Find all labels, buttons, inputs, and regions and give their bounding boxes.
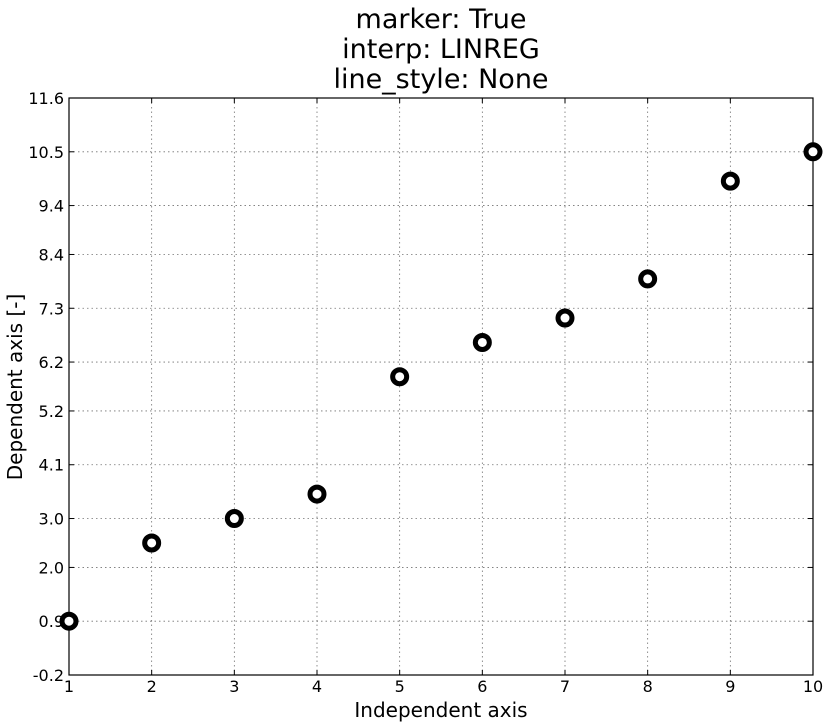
x-tick-label: 4	[312, 677, 322, 696]
data-point	[224, 509, 244, 529]
title-line-2: interp: LINREG	[342, 34, 540, 65]
x-tick-label: 9	[725, 677, 735, 696]
data-point	[803, 142, 823, 162]
title-line-1: marker: True	[356, 4, 527, 35]
chart-title: marker: True interp: LINREG line_style: …	[333, 4, 548, 95]
data-point	[59, 611, 79, 631]
x-tick-label: 6	[477, 677, 487, 696]
y-tick-label: 8.4	[39, 245, 64, 264]
y-tick-label: 10.5	[28, 143, 64, 162]
x-tick-label: 3	[229, 677, 239, 696]
data-point	[390, 367, 410, 387]
y-tick-label: 7.3	[39, 299, 64, 318]
x-tick-label: 2	[147, 677, 157, 696]
y-axis-label: Dependent axis [-]	[3, 294, 27, 481]
x-axis-label: Independent axis	[354, 698, 527, 722]
title-line-3: line_style: None	[333, 64, 548, 95]
data-point	[555, 308, 575, 328]
data-point	[307, 484, 327, 504]
y-tick-label: 3.0	[39, 510, 64, 529]
data-point	[638, 269, 658, 289]
y-tick-label: 11.6	[28, 89, 64, 108]
axis-ticks	[68, 97, 814, 676]
data-point	[472, 332, 492, 352]
y-tick-label: 5.2	[39, 402, 64, 421]
data-points	[59, 142, 823, 631]
plot-frame	[68, 97, 814, 676]
x-tick-label: 7	[560, 677, 570, 696]
x-tick-label: 8	[643, 677, 653, 696]
y-tick-label: -0.2	[33, 666, 64, 685]
x-tick-label: 1	[64, 677, 74, 696]
y-tick-label: 2.0	[39, 558, 64, 577]
x-tick-labels: 1 2 3 4 5 6 7 8 9 10	[64, 677, 823, 696]
y-tick-label: 9.4	[39, 197, 64, 216]
y-tick-label: 6.2	[39, 353, 64, 372]
grid-lines	[68, 97, 814, 676]
data-point	[720, 171, 740, 191]
x-tick-label: 5	[395, 677, 405, 696]
y-tick-labels: -0.2 0.9 2.0 3.0 4.1 5.2 6.2 7.3 8.4 9.4 10.5 11.6	[28, 89, 64, 685]
y-tick-label: 0.9	[39, 612, 64, 631]
data-point	[142, 533, 162, 553]
x-tick-label: 10	[803, 677, 823, 696]
y-tick-label: 4.1	[39, 456, 64, 475]
